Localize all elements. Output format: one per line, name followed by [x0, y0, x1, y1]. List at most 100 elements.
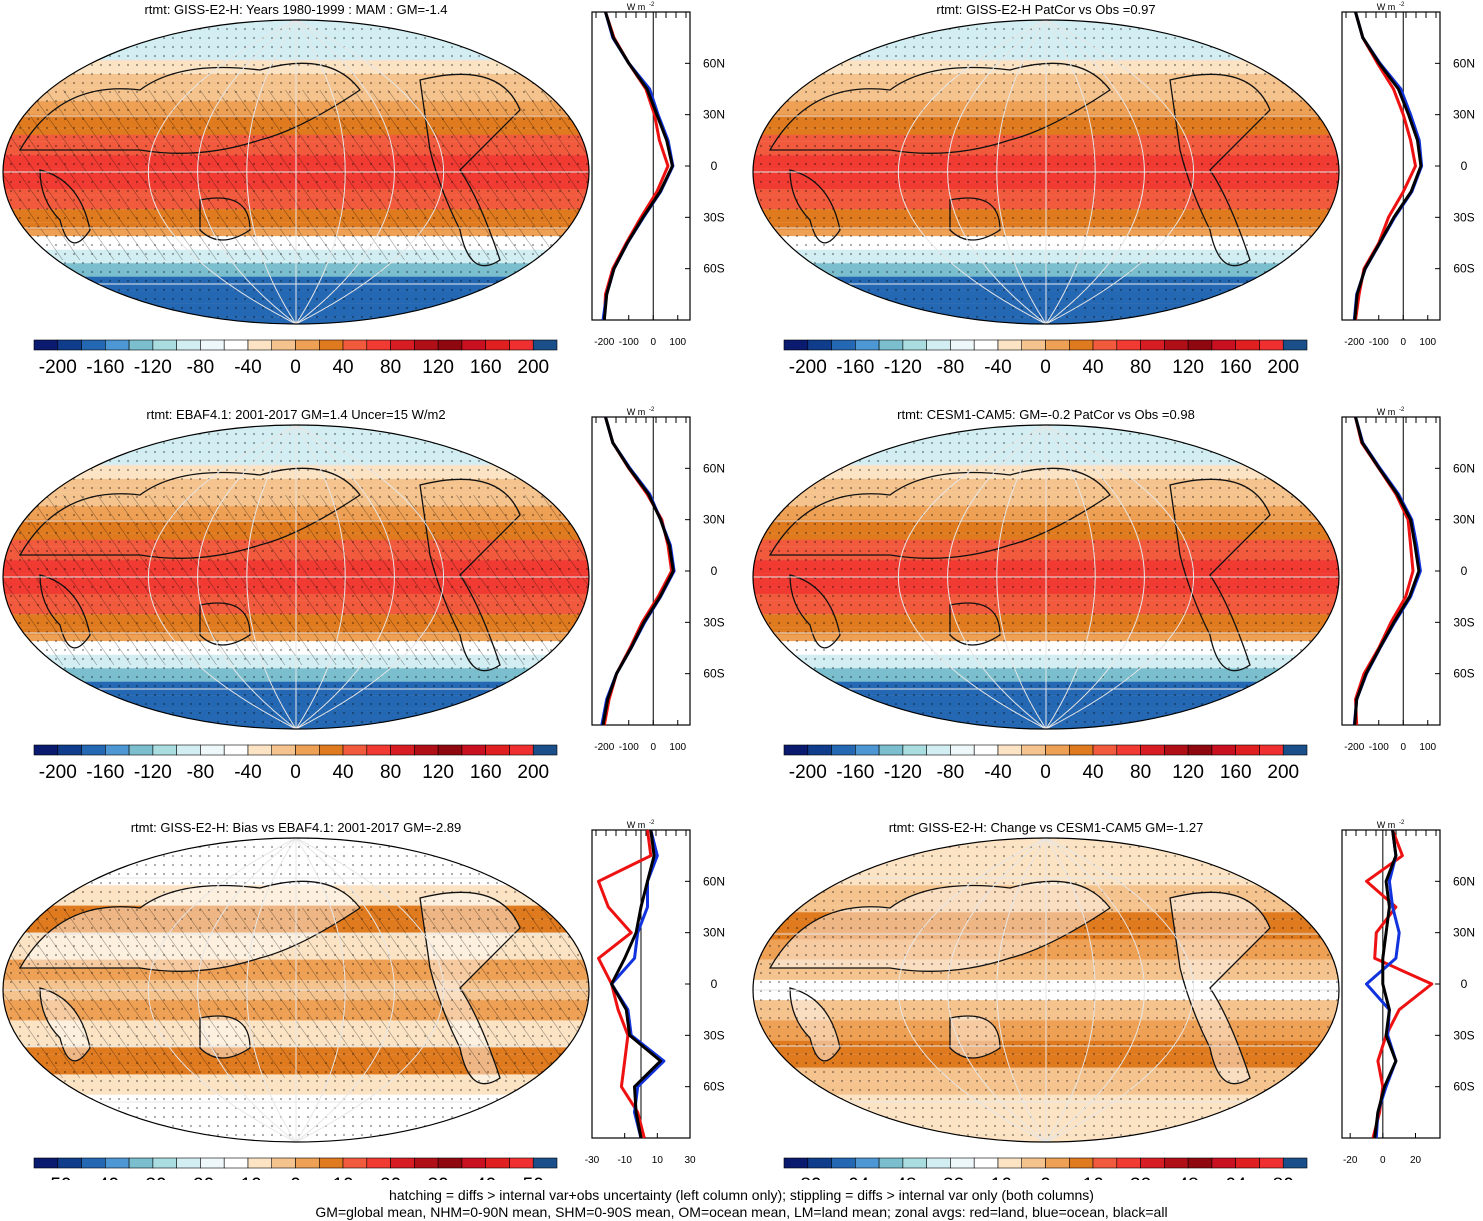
colorbar-label: -40: [234, 357, 261, 378]
colorbar-label: -200: [789, 357, 827, 378]
colorbar-label: 40: [1082, 357, 1103, 378]
colorbar-label: 160: [1220, 762, 1252, 783]
zonal-mean-plot: W m -2 60N 30N 0 30S 60S -200 -100 0 100: [1341, 2, 1475, 348]
graticule-line: [295, 838, 445, 1142]
map-outline: [752, 837, 1340, 1143]
colorbar-label: -80: [187, 357, 214, 378]
colorbar-box: [366, 1157, 391, 1169]
zonal-mean-plot: W m -2 60N 30N 0 30S 60S -20 0 20: [1341, 820, 1475, 1166]
colorbar-box: [461, 1157, 486, 1169]
colorbar-box: [176, 1157, 201, 1169]
lat-tick-label: 60N: [703, 461, 725, 475]
colorbar-label: -40: [984, 357, 1011, 378]
figure: rtmt: GISS-E2-H: Years 1980-1999 : MAM :…: [2, 2, 1475, 1180]
colorbar-label: 80: [380, 762, 401, 783]
colorbar-label: -80: [187, 762, 214, 783]
colorbar-box: [105, 339, 130, 351]
zonal-series-all: [602, 11, 674, 321]
map-field: [3, 838, 589, 1142]
colorbar-box: [342, 339, 368, 351]
graticule-line: [295, 425, 445, 729]
graticule-line: [996, 20, 1047, 324]
map-field: [753, 20, 1339, 324]
footer-hatching-note: hatching = diffs > internal var+obs unce…: [389, 1187, 1094, 1203]
colorbar-box: [783, 744, 809, 756]
panel-top-left: rtmt: GISS-E2-H: Years 1980-1999 : MAM :…: [2, 2, 725, 378]
colorbar-box: [295, 744, 320, 756]
colorbar-box: [1092, 744, 1118, 756]
graticule-line: [246, 20, 297, 324]
x-tick-label: -20: [1343, 1155, 1358, 1166]
colorbar-label: 50: [523, 1175, 544, 1180]
zonal-mean-plot: W m -2 60N 30N 0 30S 60S -200 -100 0 100: [1341, 407, 1475, 753]
units-label: W m: [1377, 407, 1396, 417]
x-tick-label: 30: [684, 1155, 696, 1166]
colorbar-box: [105, 1157, 130, 1169]
colorbar-box: [902, 744, 927, 756]
x-tick-label: -30: [585, 1155, 600, 1166]
colorbar-box: [223, 1157, 249, 1169]
colorbar-label: -160: [86, 762, 124, 783]
colorbar-box: [831, 744, 856, 756]
graticule-line: [947, 838, 1047, 1142]
zonal-series-all: [610, 829, 663, 1139]
x-tick-label: -100: [619, 337, 639, 348]
colorbar-box: [81, 1157, 106, 1169]
colorbar-label: 200: [1267, 762, 1299, 783]
colorbar-box: [878, 339, 904, 351]
colorbar-label: -200: [789, 762, 827, 783]
colorbar-box: [783, 339, 809, 351]
graticule-line: [295, 425, 395, 729]
colorbar-label: 20: [380, 1175, 401, 1180]
colorbar-box: [1187, 1157, 1213, 1169]
graticule-line: [1045, 425, 1195, 729]
colorbar-label: -40: [984, 762, 1011, 783]
colorbar-box: [390, 339, 415, 351]
graticule-line: [897, 838, 1047, 1142]
colorbar-box: [973, 339, 999, 351]
x-tick-label: 0: [1400, 742, 1406, 753]
colorbar-box: [807, 1157, 832, 1169]
colorbar-box: [509, 339, 534, 351]
lat-tick-label: 30N: [703, 926, 725, 940]
zonal-mean-plot: W m -2 60N 30N 0 30S 60S -200 -100 0 100: [591, 2, 725, 348]
colorbar-label: -30: [139, 1175, 166, 1180]
colorbar-label: 30: [428, 1175, 449, 1180]
colorbar-label: -16: [984, 1175, 1011, 1180]
colorbar-box: [390, 744, 415, 756]
graticule-line: [295, 838, 395, 1142]
panel-middle-right: rtmt: CESM1-CAM5: GM=-0.2 PatCor vs Obs …: [752, 407, 1475, 783]
colorbar-label: 16: [1082, 1175, 1103, 1180]
colorbar-box: [950, 339, 975, 351]
colorbar-box: [342, 1157, 368, 1169]
colorbar-label: 32: [1130, 1175, 1151, 1180]
colorbar-box: [807, 744, 832, 756]
colorbar-box: [1235, 744, 1260, 756]
colorbar-box: [532, 744, 558, 756]
map-outline: [2, 19, 590, 325]
colorbar: -200 -160 -120 -80 -40 0 40 80 120 160 200: [33, 744, 558, 783]
lat-tick-label: 60S: [1453, 1080, 1474, 1094]
lat-tick-label: 0: [711, 977, 718, 991]
colorbar-box: [926, 339, 951, 351]
graticule-line: [147, 20, 297, 324]
panel-title: rtmt: GISS-E2-H: Bias vs EBAF4.1: 2001-2…: [131, 820, 462, 835]
colorbar-box: [926, 744, 951, 756]
graticule-line: [1045, 425, 1145, 729]
colorbar-box: [461, 339, 486, 351]
x-tick-label: 0: [1380, 1155, 1386, 1166]
colorbar-box: [437, 339, 463, 351]
colorbar-box: [437, 744, 463, 756]
units-exponent: -2: [649, 820, 655, 826]
colorbar-label: 40: [1082, 762, 1103, 783]
colorbar-label: -64: [842, 1175, 870, 1180]
colorbar-box: [57, 744, 82, 756]
colorbar-label: -80: [937, 762, 964, 783]
colorbar-label: -40: [234, 762, 261, 783]
colorbar-box: [128, 1157, 154, 1169]
colorbar-box: [152, 1157, 177, 1169]
colorbar-label: 80: [1130, 762, 1151, 783]
colorbar-box: [461, 744, 486, 756]
colorbar-box: [295, 1157, 320, 1169]
colorbar-label: 160: [470, 357, 502, 378]
